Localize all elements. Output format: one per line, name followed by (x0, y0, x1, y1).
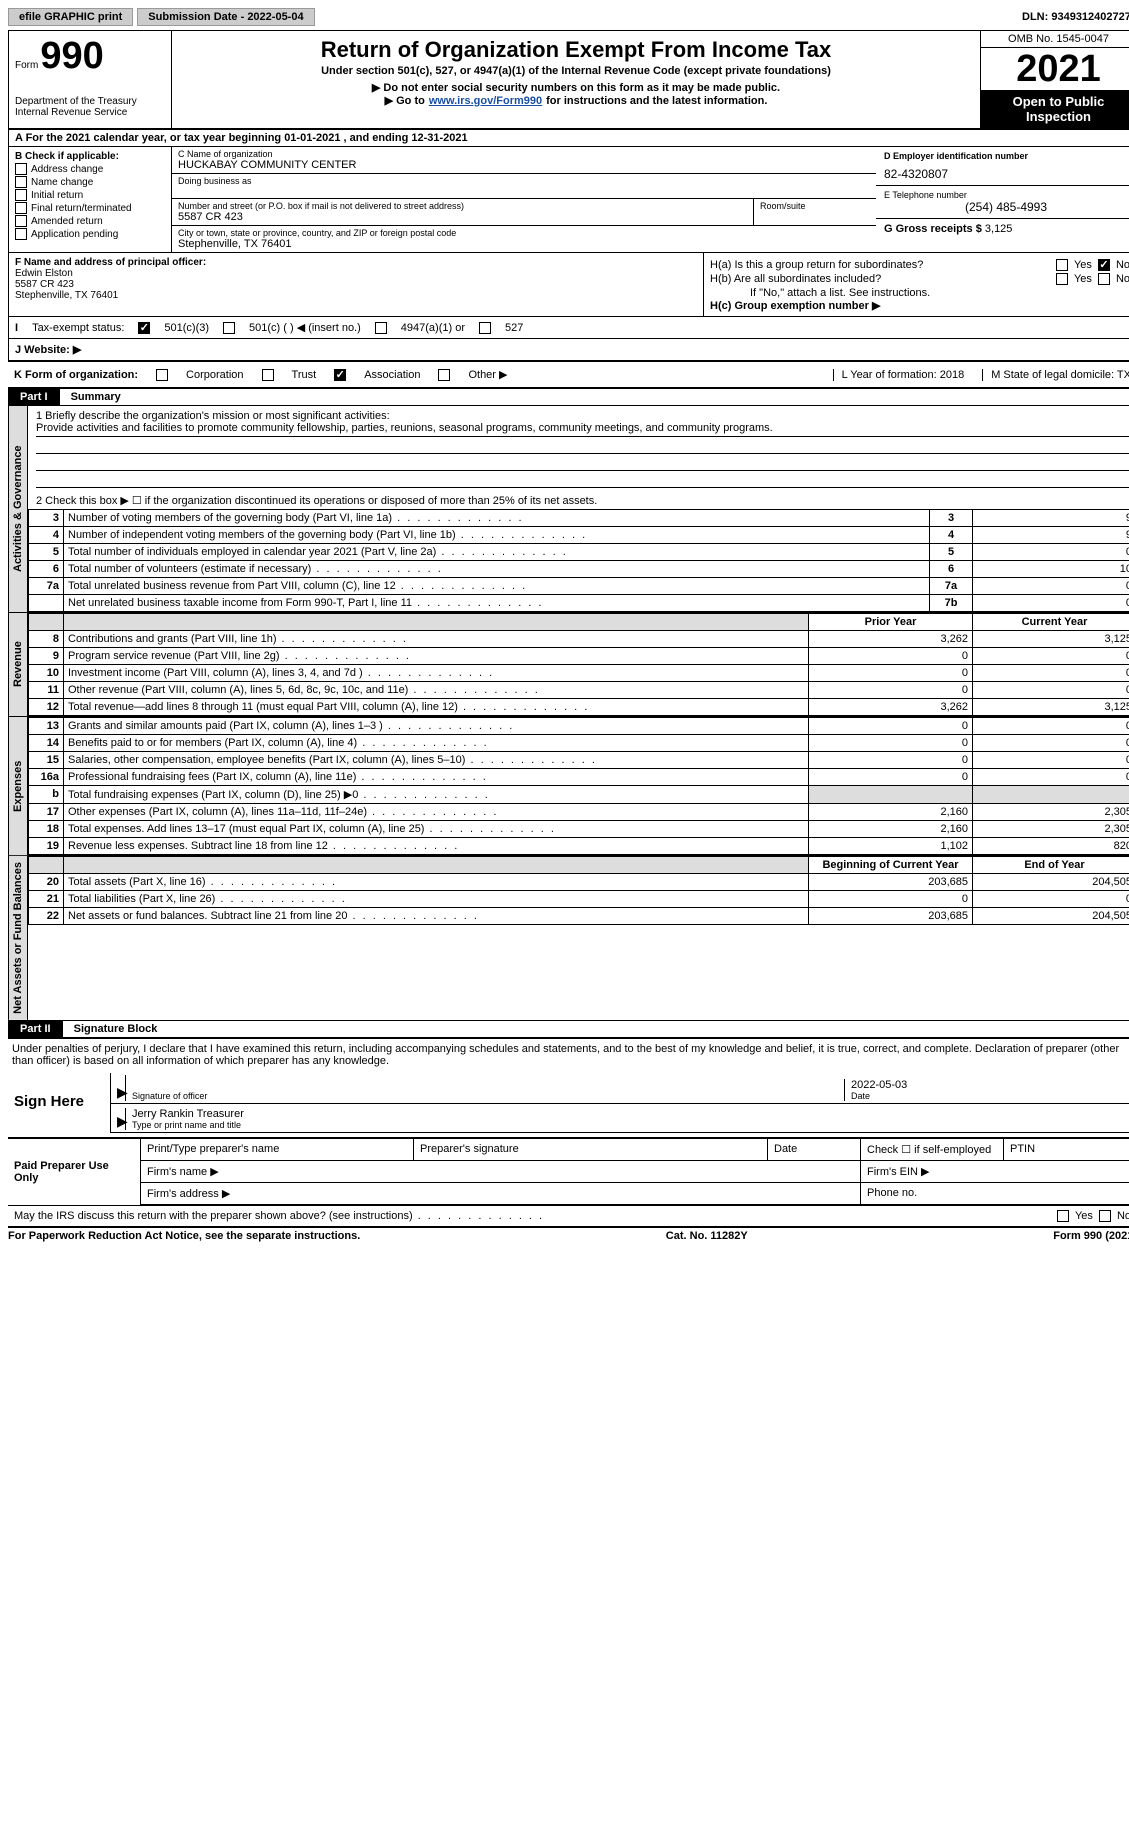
cb-501c[interactable] (223, 322, 235, 334)
tab-expenses: Expenses (8, 717, 28, 855)
table-expenses: 13Grants and similar amounts paid (Part … (28, 717, 1129, 855)
q1-label: 1 Briefly describe the organization's mi… (36, 410, 1129, 422)
row-i-tax-status: I Tax-exempt status: ✓ 501(c)(3) 501(c) … (8, 317, 1129, 339)
cb-name-change[interactable] (15, 176, 27, 188)
omb-number: OMB No. 1545-0047 (981, 31, 1129, 48)
org-address: 5587 CR 423 (178, 211, 747, 223)
tab-netassets: Net Assets or Fund Balances (8, 856, 28, 1020)
ein-value: 82-4320807 (884, 167, 1128, 181)
paid-preparer-label: Paid Preparer Use Only (8, 1138, 141, 1205)
dept-label: Department of the Treasury Internal Reve… (15, 96, 165, 118)
q2-text: 2 Check this box ▶ ☐ if the organization… (28, 492, 1129, 509)
form-subtitle-2: ▶ Do not enter social security numbers o… (180, 81, 972, 94)
cb-discuss-yes[interactable] (1057, 1210, 1069, 1222)
dln-label: DLN: 93493124027272 (1022, 11, 1129, 23)
efile-print-button[interactable]: efile GRAPHIC print (8, 8, 133, 26)
col-h-group: H(a) Is this a group return for subordin… (704, 253, 1129, 316)
tax-year: 2021 (981, 48, 1129, 90)
irs-link[interactable]: www.irs.gov/Form990 (429, 95, 542, 107)
form-subtitle-1: Under section 501(c), 527, or 4947(a)(1)… (180, 65, 972, 77)
gross-value: 3,125 (985, 223, 1013, 235)
tab-revenue: Revenue (8, 613, 28, 716)
org-name: HUCKABAY COMMUNITY CENTER (178, 159, 870, 171)
part1-label: Part I (8, 389, 60, 405)
tel-label: E Telephone number (884, 190, 1128, 200)
room-label: Room/suite (760, 201, 870, 211)
cb-amended[interactable] (15, 215, 27, 227)
signature-block: Under penalties of perjury, I declare th… (8, 1037, 1129, 1137)
col-f-officer: F Name and address of principal officer:… (9, 253, 704, 316)
irs-discuss-row: May the IRS discuss this return with the… (8, 1205, 1129, 1228)
form-number: 990 (40, 35, 103, 78)
cb-501c3[interactable]: ✓ (138, 322, 150, 334)
table-revenue: Prior YearCurrent Year8Contributions and… (28, 613, 1129, 716)
cb-trust[interactable] (262, 369, 274, 381)
section-fh: F Name and address of principal officer:… (8, 253, 1129, 317)
part2-header-row: Part II Signature Block (8, 1021, 1129, 1037)
cb-other[interactable] (438, 369, 450, 381)
cb-assoc[interactable]: ✓ (334, 369, 346, 381)
cb-corp[interactable] (156, 369, 168, 381)
cb-initial-return[interactable] (15, 189, 27, 201)
part1-title: Summary (63, 389, 129, 405)
cb-4947[interactable] (375, 322, 387, 334)
q1-text: Provide activities and facilities to pro… (36, 422, 1129, 437)
cb-pending[interactable] (15, 228, 27, 240)
part1-revenue: Revenue Prior YearCurrent Year8Contribut… (8, 612, 1129, 716)
col-c-org-info: C Name of organization HUCKABAY COMMUNIT… (172, 147, 876, 252)
cb-ha-no[interactable]: ✓ (1098, 259, 1110, 271)
cb-ha-yes[interactable] (1056, 259, 1068, 271)
cb-address-change[interactable] (15, 163, 27, 175)
table-netassets: Beginning of Current YearEnd of Year20To… (28, 856, 1129, 925)
penalty-text: Under penalties of perjury, I declare th… (8, 1043, 1129, 1073)
row-a-tax-year: A For the 2021 calendar year, or tax yea… (8, 130, 1129, 147)
cb-hb-yes[interactable] (1056, 273, 1068, 285)
form-title: Return of Organization Exempt From Incom… (180, 37, 972, 63)
col-d-contact: D Employer identification number 82-4320… (876, 147, 1129, 252)
part2-title: Signature Block (66, 1021, 166, 1037)
cb-discuss-no[interactable] (1099, 1210, 1111, 1222)
part1-header-row: Part I Summary (8, 389, 1129, 405)
part1-governance: Activities & Governance 1 Briefly descri… (8, 405, 1129, 612)
top-bar: efile GRAPHIC print Submission Date - 20… (8, 8, 1129, 26)
cb-527[interactable] (479, 322, 491, 334)
section-bcd: B Check if applicable: Address change Na… (8, 147, 1129, 253)
org-city: Stephenville, TX 76401 (178, 238, 870, 250)
addr-label: Number and street (or P.O. box if mail i… (178, 201, 747, 211)
open-to-public: Open to Public Inspection (981, 90, 1129, 128)
row-klm: K Form of organization: Corporation Trus… (8, 362, 1129, 389)
form-instructions: ▶ Go to www.irs.gov/Form990 for instruct… (180, 94, 972, 107)
tab-governance: Activities & Governance (8, 406, 28, 612)
cb-final-return[interactable] (15, 202, 27, 214)
part2-label: Part II (8, 1021, 63, 1037)
dba-label: Doing business as (178, 176, 870, 186)
org-name-label: C Name of organization (178, 149, 870, 159)
ein-label: D Employer identification number (884, 151, 1128, 161)
part1-expenses: Expenses 13Grants and similar amounts pa… (8, 716, 1129, 855)
submission-date-button[interactable]: Submission Date - 2022-05-04 (137, 8, 314, 26)
city-label: City or town, state or province, country… (178, 228, 870, 238)
col-b-header: B Check if applicable: (15, 151, 165, 162)
gross-label: G Gross receipts $ (884, 223, 982, 235)
tel-value: (254) 485-4993 (884, 200, 1128, 214)
cb-hb-no[interactable] (1098, 273, 1110, 285)
col-b-checkboxes: B Check if applicable: Address change Na… (9, 147, 172, 252)
sign-here-label: Sign Here (8, 1073, 111, 1133)
row-j-website: J Website: ▶ (8, 339, 1129, 362)
form-header: Form 990 Department of the Treasury Inte… (8, 30, 1129, 130)
footer-row: For Paperwork Reduction Act Notice, see … (8, 1228, 1129, 1244)
form-word: Form (15, 60, 38, 71)
table-governance: 3Number of voting members of the governi… (28, 509, 1129, 612)
part1-netassets: Net Assets or Fund Balances Beginning of… (8, 855, 1129, 1021)
paid-preparer-table: Paid Preparer Use Only Print/Type prepar… (8, 1137, 1129, 1205)
